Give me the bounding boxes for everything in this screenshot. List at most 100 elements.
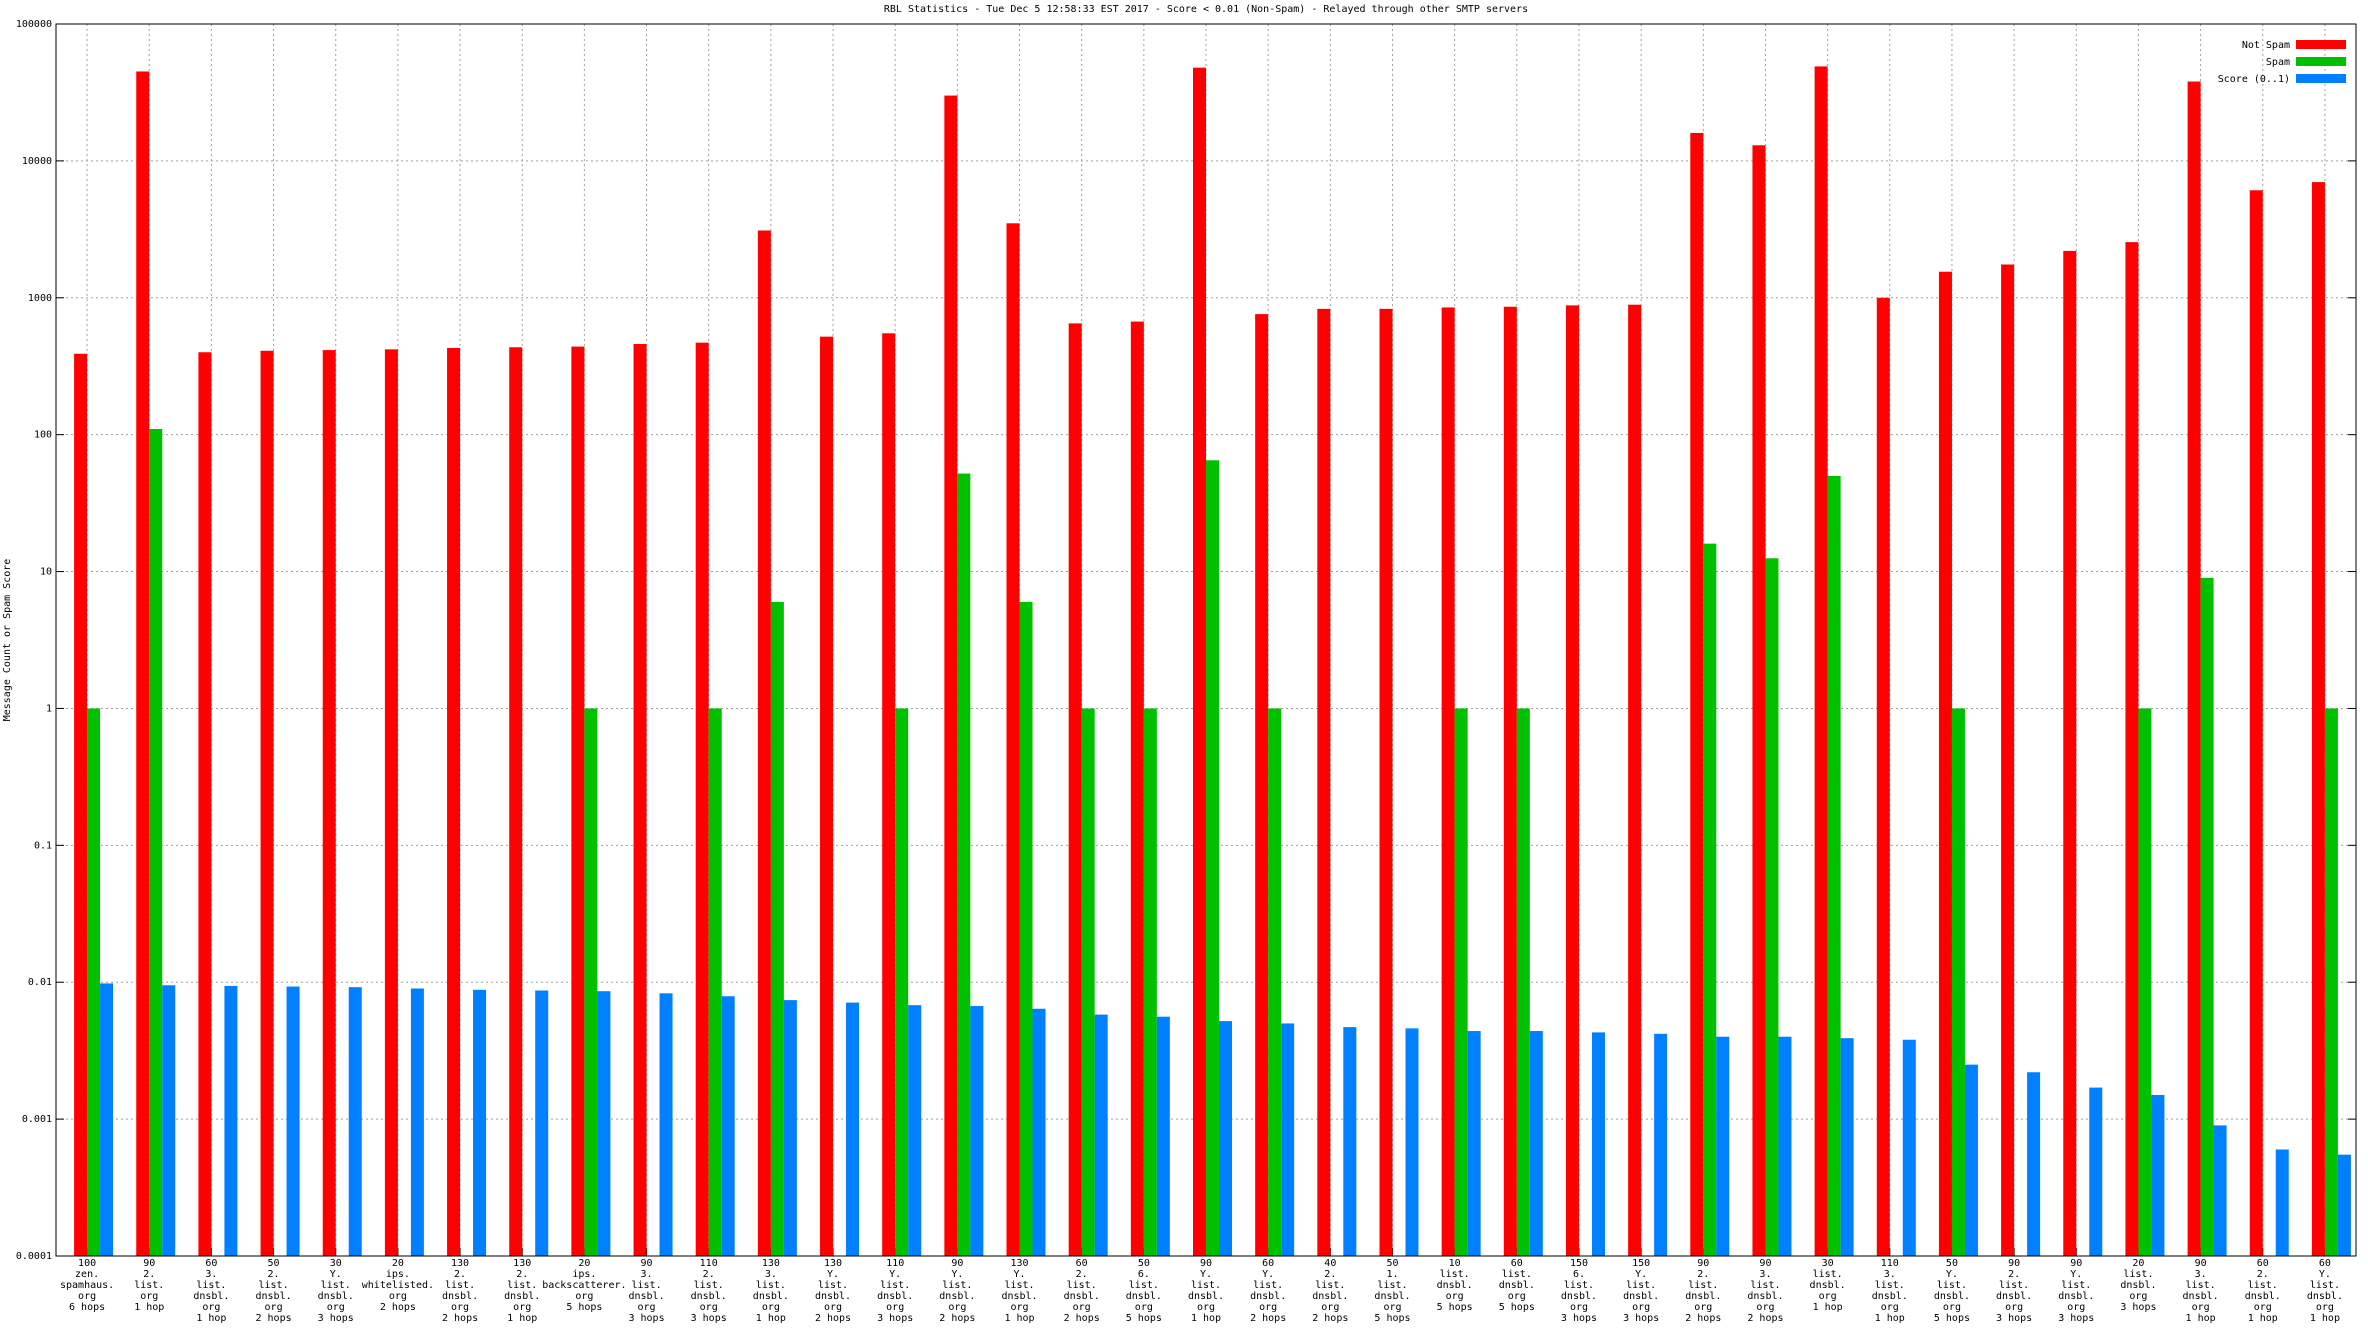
x-tick-label-line: 2 hops: [442, 1313, 478, 1324]
x-tick-label-line: 6.: [1573, 1269, 1585, 1280]
x-tick-label-line: org: [1632, 1302, 1650, 1313]
x-tick-label-line: 1 hop: [1191, 1313, 1221, 1324]
x-tick-label-line: Y.: [2319, 1269, 2331, 1280]
x-tick-label-line: list.: [1067, 1280, 1097, 1291]
y-tick-label: 0.001: [22, 1114, 52, 1125]
bar: [2200, 577, 2214, 1256]
bar: [1467, 1031, 1481, 1256]
x-tick-label-line: 1 hop: [1875, 1313, 1905, 1324]
x-tick-label-line: org: [513, 1302, 531, 1313]
x-tick-label-line: dnsbl.: [2058, 1291, 2094, 1302]
x-tick-label: 20 ips. backscatterer. org 5 hops: [542, 1258, 626, 1313]
x-tick-label-line: org: [762, 1302, 780, 1313]
x-tick-label-line: 2 hops: [1250, 1313, 1286, 1324]
x-tick-label: 90 2. list. dnsbl. org 3 hops: [1996, 1258, 2032, 1324]
bar: [2324, 708, 2338, 1256]
x-tick-label-line: list.: [1999, 1280, 2029, 1291]
x-tick-label-line: 150: [1570, 1258, 1588, 1269]
bar: [2027, 1072, 2041, 1256]
bar: [1081, 708, 1095, 1256]
x-tick-label-line: 90: [1697, 1258, 1709, 1269]
x-tick-label: 90 3. list. dnsbl. org 3 hops: [628, 1258, 664, 1324]
x-tick-label-line: org: [1197, 1302, 1215, 1313]
x-tick-label-line: 3.: [205, 1269, 217, 1280]
legend-swatch: [2296, 57, 2346, 66]
x-tick-label: 90 3. list. dnsbl. org 1 hop: [2183, 1258, 2219, 1324]
bar: [2187, 81, 2201, 1257]
x-tick-label-line: dnsbl.: [691, 1291, 727, 1302]
x-tick-label-line: 90: [951, 1258, 963, 1269]
bar: [721, 996, 735, 1256]
y-tick-label: 1: [46, 703, 52, 714]
bar: [895, 708, 909, 1256]
x-tick-label-line: Y.: [1946, 1269, 1958, 1280]
x-tick-label-line: dnsbl.: [815, 1291, 851, 1302]
bar: [162, 985, 176, 1256]
x-tick-label-line: 3.: [1759, 1269, 1771, 1280]
x-tick-label-line: 3 hops: [628, 1313, 664, 1324]
y-tick-label: 1000: [28, 293, 52, 304]
x-tick-label-line: 20: [578, 1258, 590, 1269]
bar: [1503, 306, 1517, 1256]
x-tick-label: 150 Y. list. dnsbl. org 3 hops: [1623, 1258, 1659, 1324]
bar: [1902, 1039, 1916, 1256]
x-tick-label-line: Y.: [827, 1269, 839, 1280]
x-tick-label: 20 list. dnsbl. org 3 hops: [2120, 1258, 2156, 1313]
x-tick-label: 60 2. list. dnsbl. org 2 hops: [1064, 1258, 1100, 1324]
x-tick-label-line: 3 hops: [691, 1313, 727, 1324]
x-tick-label-line: 5 hops: [1934, 1313, 1970, 1324]
x-tick-label-line: list.: [134, 1280, 164, 1291]
bar: [970, 1006, 984, 1256]
legend-label: Not Spam: [2242, 40, 2290, 51]
bar: [1628, 304, 1642, 1257]
x-tick-label-line: dnsbl.: [256, 1291, 292, 1302]
x-tick-label-line: 2.: [268, 1269, 280, 1280]
legend-swatch: [2296, 40, 2346, 49]
x-tick-label-line: 1.: [1386, 1269, 1398, 1280]
x-tick-label-line: 50: [1946, 1258, 1958, 1269]
x-tick-label-line: 150: [1632, 1258, 1650, 1269]
x-tick-label-line: org: [1383, 1302, 1401, 1313]
x-tick-label-line: org: [78, 1291, 96, 1302]
bar: [1441, 307, 1455, 1256]
x-tick-label-line: 3.: [641, 1269, 653, 1280]
bar: [1019, 601, 1033, 1256]
x-tick-label: 90 Y. list. dnsbl. org 2 hops: [939, 1258, 975, 1324]
x-tick-label-line: Y.: [330, 1269, 342, 1280]
x-tick-label-line: org: [1446, 1291, 1464, 1302]
x-tick-label-line: list.: [507, 1280, 537, 1291]
bar: [2151, 1095, 2165, 1256]
x-tick-label-line: 5 hops: [1499, 1302, 1535, 1313]
x-tick-label-line: list.: [445, 1280, 475, 1291]
x-tick-label-line: org: [700, 1302, 718, 1313]
x-tick-label-line: dnsbl.: [504, 1291, 540, 1302]
bar: [1951, 708, 1965, 1256]
x-tick-label-line: 3 hops: [1561, 1313, 1597, 1324]
x-tick-label-line: dnsbl.: [1623, 1291, 1659, 1302]
bar: [136, 71, 150, 1257]
bar: [87, 708, 101, 1256]
x-tick-label-line: 60: [2257, 1258, 2269, 1269]
x-tick-label-line: 60: [1076, 1258, 1088, 1269]
bar: [633, 343, 647, 1256]
bar: [535, 990, 549, 1256]
bar: [2001, 264, 2015, 1257]
x-tick-label-line: 2.: [143, 1269, 155, 1280]
bar: [224, 985, 238, 1256]
x-tick-label-line: org: [824, 1302, 842, 1313]
x-tick-label-line: dnsbl.: [2245, 1291, 2281, 1302]
x-tick-label-line: Y.: [1262, 1269, 1274, 1280]
x-tick-label-line: 2.: [1324, 1269, 1336, 1280]
x-tick-label-line: 2.: [454, 1269, 466, 1280]
x-tick-label-line: org: [1321, 1302, 1339, 1313]
x-tick-label-line: list.: [1191, 1280, 1221, 1291]
x-tick-label-line: 3.: [1884, 1269, 1896, 1280]
x-tick-label: 150 6. list. dnsbl. org 3 hops: [1561, 1258, 1597, 1324]
x-tick-label-line: 3 hops: [877, 1313, 913, 1324]
x-tick-label-line: 10: [1449, 1258, 1461, 1269]
x-tick-label: 90 3. list. dnsbl. org 2 hops: [1747, 1258, 1783, 1324]
x-tick-label-line: list.: [2248, 1280, 2278, 1291]
y-tick-label: 100: [34, 430, 52, 441]
x-tick-label-line: list.: [1875, 1280, 1905, 1291]
x-tick-label-line: org: [886, 1302, 904, 1313]
